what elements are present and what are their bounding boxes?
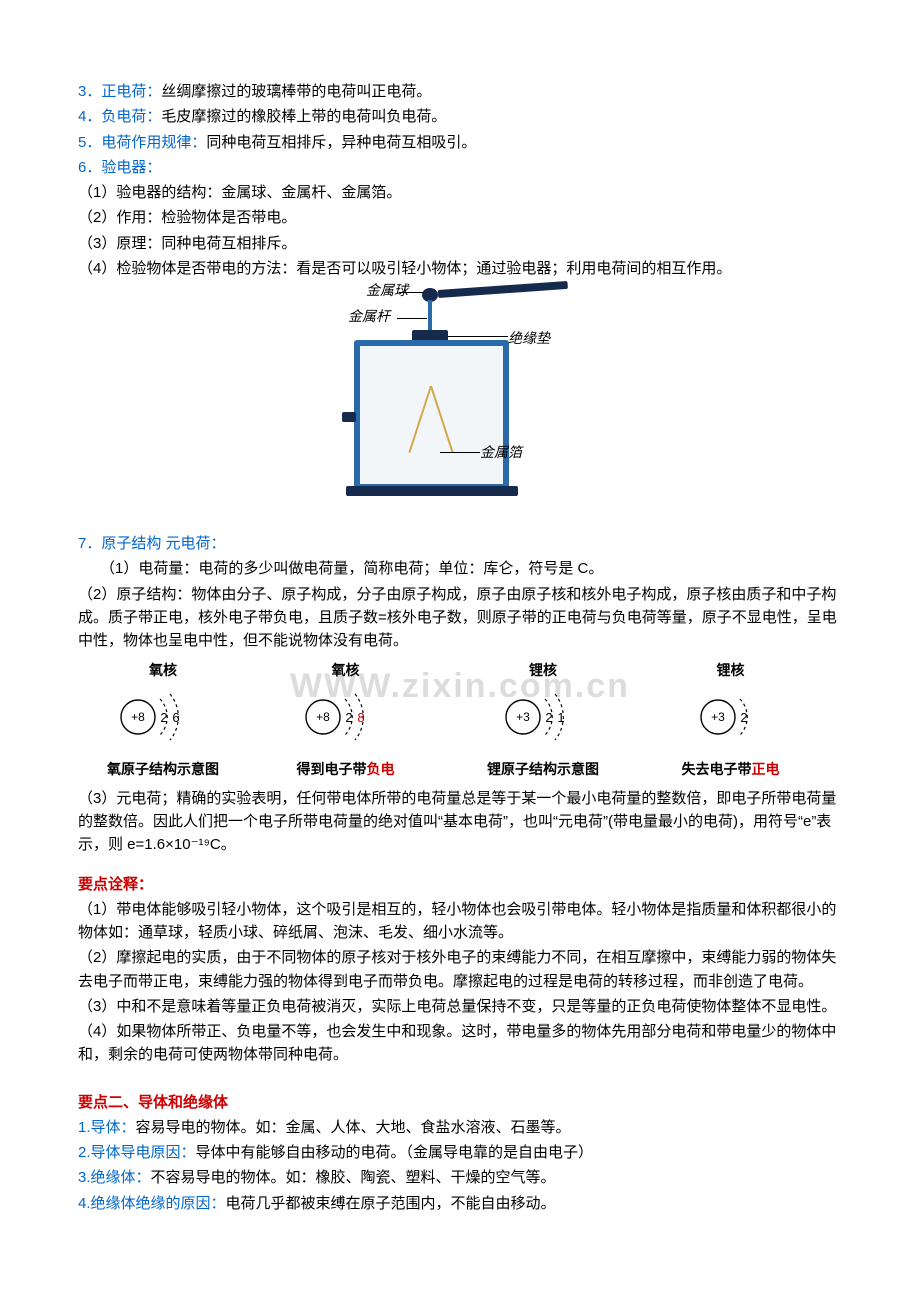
atom-diagram-oxygen-gain: 氧核 +8 2 8 得到电子带负电 — [248, 660, 443, 781]
atom-caption-text: 失去电子带 — [682, 761, 752, 777]
item-4: 4．负电荷：毛皮摩擦过的橡胶棒上带的电荷叫负电荷。 — [78, 105, 842, 128]
shell-label: 2 — [740, 710, 747, 725]
atom-caption-text: 得到电子带 — [297, 761, 367, 777]
electroscope-figure: 金属球 金属杆 绝缘垫 金属箔 — [0, 284, 920, 514]
s2-2-label: 2.导体导电原因： — [78, 1144, 196, 1161]
shell-label: 2 — [345, 710, 352, 725]
item-7-label: 7．原子结构 元电荷： — [78, 535, 226, 552]
electroscope-top-arm — [438, 281, 568, 298]
s2-1-text: 容易导电的物体。如：金属、人体、大地、食盐水溶液、石墨等。 — [136, 1119, 571, 1136]
yaodian-1: （1）带电体能够吸引轻小物体，这个吸引是相互的，轻小物体也会吸引带电体。轻小物体… — [78, 898, 842, 945]
s2-3-label: 3.绝缘体： — [78, 1169, 151, 1186]
item-6: 6．验电器： — [78, 156, 842, 179]
shell-label: 6 — [172, 710, 179, 725]
electroscope-diagram: 金属球 金属杆 绝缘垫 金属箔 — [300, 284, 620, 514]
item-6-label: 6．验电器： — [78, 159, 161, 176]
section-2-title: 要点二、导体和绝缘体 — [78, 1094, 228, 1111]
item-7: 7．原子结构 元电荷： — [78, 532, 842, 555]
item-6-sub2: （2）作用：检验物体是否带电。 — [78, 206, 842, 229]
section-2-item-1: 1.导体：容易导电的物体。如：金属、人体、大地、食盐水溶液、石墨等。 — [78, 1116, 842, 1139]
item-4-text: 毛皮摩擦过的橡胶棒上带的电荷叫负电荷。 — [161, 108, 446, 125]
item-5: 5．电荷作用规律：同种电荷互相排斥，异种电荷互相吸引。 — [78, 131, 842, 154]
atom-svg-icon: +3 2 1 — [443, 684, 643, 750]
section-2-item-4: 4.绝缘体绝缘的原因：电荷几乎都被束缚在原子范围内，不能自由移动。 — [78, 1192, 842, 1215]
atom-diagram-lithium: 锂核 +3 2 1 锂原子结构示意图 — [443, 660, 643, 781]
atom-caption: 失去电子带正电 — [643, 759, 818, 781]
atom-caption: 得到电子带负电 — [248, 759, 443, 781]
lead-line-icon — [440, 452, 480, 453]
s2-4-label: 4.绝缘体绝缘的原因： — [78, 1195, 226, 1212]
item-3-label: 3．正电荷： — [78, 83, 161, 100]
yaodian-4: （4）如果物体所带正、负电量不等，也会发生中和现象。这时，带电量多的物体先用部分… — [78, 1020, 842, 1067]
section-2-item-3: 3.绝缘体：不容易导电的物体。如：橡胶、陶瓷、塑料、干燥的空气等。 — [78, 1166, 842, 1189]
shell-label: 2 — [160, 710, 167, 725]
shell-label-highlight: 8 — [357, 710, 364, 725]
item-6-sub4: （4）检验物体是否带电的方法：看是否可以吸引轻小物体；通过验电器；利用电荷间的相… — [78, 257, 842, 280]
atom-diagram-lithium-lose: 锂核 +3 2 失去电子带正电 — [643, 660, 818, 781]
item-7-sub2: （2）原子结构：物体由分子、原子构成，分子由原子构成，原子由原子核和核外电子构成… — [78, 583, 842, 653]
item-3: 3．正电荷：丝绸摩擦过的玻璃棒带的电荷叫正电荷。 — [78, 80, 842, 103]
item-6-sub1: （1）验电器的结构：金属球、金属杆、金属箔。 — [78, 181, 842, 204]
lead-line-icon — [399, 292, 423, 293]
atom-caption-highlight: 负电 — [367, 761, 395, 777]
atom-diagrams-row: WWW.zixin.com.cn 氧核 +8 2 6 氧原子结构示意图 氧核 +… — [78, 660, 842, 781]
electroscope-label-foil: 金属箔 — [480, 442, 522, 464]
document-page: 3．正电荷：丝绸摩擦过的玻璃棒带的电荷叫正电荷。 4．负电荷：毛皮摩擦过的橡胶棒… — [0, 0, 920, 1277]
electroscope-frame-icon — [354, 340, 509, 490]
atom-diagram-oxygen: 氧核 +8 2 6 氧原子结构示意图 — [78, 660, 248, 781]
atom-caption-text: 氧原子结构示意图 — [107, 761, 219, 777]
atom-svg-icon: +3 2 — [643, 684, 818, 750]
s2-3-text: 不容易导电的物体。如：橡胶、陶瓷、塑料、干燥的空气等。 — [151, 1169, 556, 1186]
nucleus-label: +3 — [516, 710, 530, 724]
section-2-item-2: 2.导体导电原因：导体中有能够自由移动的电荷。（金属导电靠的是自由电子） — [78, 1141, 842, 1164]
electroscope-label-insulator: 绝缘垫 — [508, 328, 550, 350]
atom-caption: 氧原子结构示意图 — [78, 759, 248, 781]
yaodian-3: （3）中和不是意味着等量正负电荷被消灭，实际上电荷总量保持不变，只是等量的正负电… — [78, 995, 842, 1018]
atom-title: 锂核 — [443, 660, 643, 682]
atom-svg-icon: +8 2 6 — [78, 684, 248, 750]
electroscope-label-rod: 金属杆 — [348, 306, 390, 328]
yaodian-label: 要点诠释： — [78, 876, 153, 893]
shell-label: 1 — [557, 710, 564, 725]
nucleus-label: +3 — [711, 710, 725, 724]
item-3-text: 丝绸摩擦过的玻璃棒带的电荷叫正电荷。 — [161, 83, 431, 100]
s2-2-text: 导体中有能够自由移动的电荷。（金属导电靠的是自由电子） — [196, 1144, 594, 1161]
s2-4-text: 电荷几乎都被束缚在原子范围内，不能自由移动。 — [226, 1195, 556, 1212]
item-7-sub1: （1）电荷量：电荷的多少叫做电荷量，简称电荷；单位：库仑，符号是 C。 — [78, 557, 842, 580]
item-5-label: 5．电荷作用规律： — [78, 134, 206, 151]
item-6-sub3: （3）原理：同种电荷互相排斥。 — [78, 232, 842, 255]
lead-line-icon — [448, 336, 508, 337]
s2-1-label: 1.导体： — [78, 1119, 136, 1136]
item-4-label: 4．负电荷： — [78, 108, 161, 125]
shell-label: 2 — [545, 710, 552, 725]
item-5-text: 同种电荷互相排斥，异种电荷互相吸引。 — [206, 134, 476, 151]
lead-line-icon — [397, 318, 427, 319]
atom-title: 氧核 — [78, 660, 248, 682]
electroscope-knob-icon — [342, 412, 356, 422]
electroscope-label-ball: 金属球 — [366, 280, 408, 302]
atom-title: 锂核 — [643, 660, 818, 682]
item-7-sub3: （3）元电荷；精确的实验表明，任何带电体所带的电荷量总是等于某一个最小电荷量的整… — [78, 787, 842, 857]
electroscope-base-icon — [346, 486, 518, 496]
nucleus-label: +8 — [316, 710, 330, 724]
atom-caption-text: 锂原子结构示意图 — [487, 761, 599, 777]
atom-caption-highlight: 正电 — [752, 761, 780, 777]
nucleus-label: +8 — [131, 710, 145, 724]
yaodian-heading: 要点诠释： — [78, 873, 842, 896]
atom-title: 氧核 — [248, 660, 443, 682]
atom-svg-icon: +8 2 8 — [248, 684, 443, 750]
section-2-heading: 要点二、导体和绝缘体 — [78, 1091, 842, 1114]
yaodian-2: （2）摩擦起电的实质，由于不同物体的原子核对于核外电子的束缚能力不同，在相互摩擦… — [78, 946, 842, 993]
atom-caption: 锂原子结构示意图 — [443, 759, 643, 781]
